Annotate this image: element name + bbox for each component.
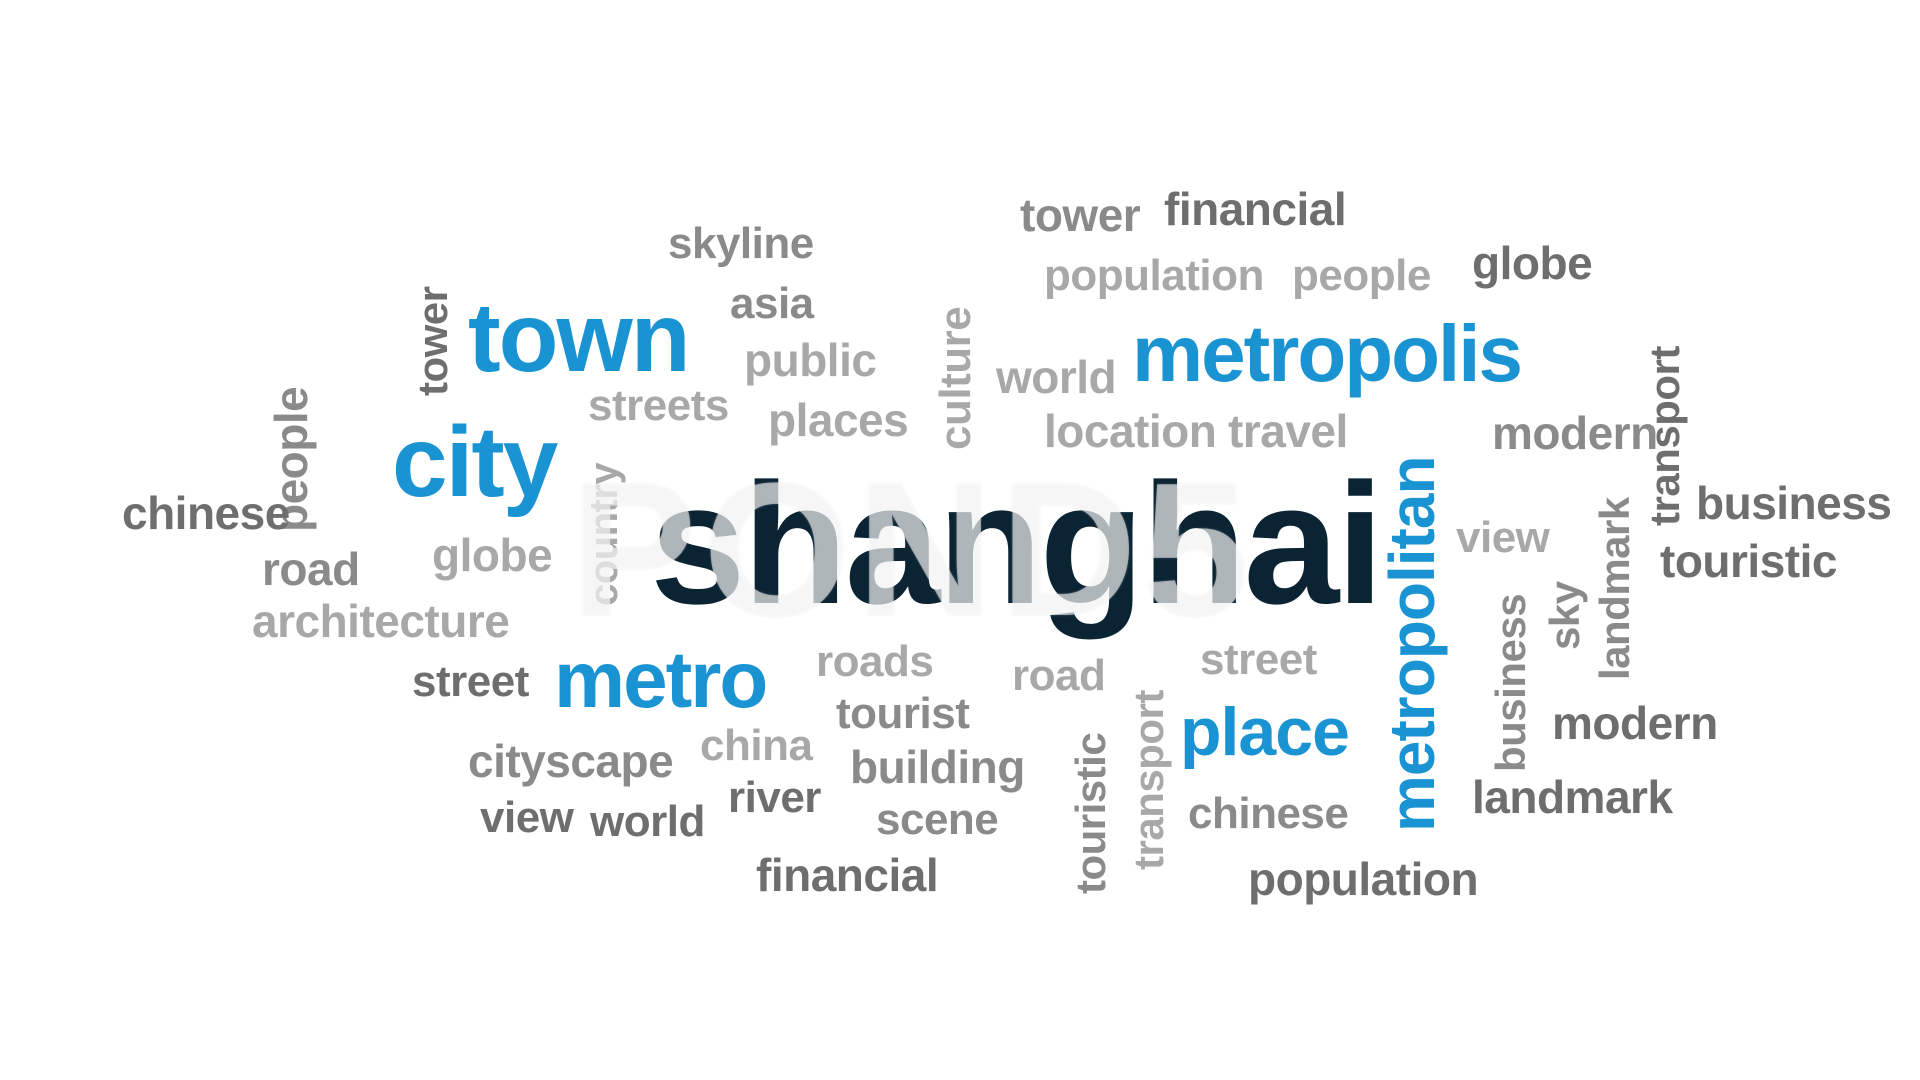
word-metropolis: metropolis [1132,309,1523,398]
word-population-top: population [1044,251,1264,300]
word-landmark-bottom: landmark [1472,771,1673,823]
word-transport-vertical-right: transport [1641,346,1688,526]
word-china: china [700,721,813,770]
word-business-vertical: business [1487,593,1534,772]
word-touristic-right: touristic [1660,535,1837,587]
word-tower-vertical: tower [409,286,456,396]
word-sky-vertical: sky [1541,581,1588,650]
word-globe-left: globe [432,529,553,581]
word-chinese-left: chinese [122,487,290,539]
word-tower-top: tower [1020,189,1141,241]
word-metropolitan-vertical: metropolitan [1376,456,1448,832]
word-view-right: view [1456,513,1550,562]
word-business-right: business [1696,477,1892,529]
word-street-left: street [412,657,529,706]
word-world-mid: world [996,351,1117,403]
word-globe-right: globe [1472,237,1593,289]
word-scene: scene [876,795,999,844]
word-roads: roads [816,637,934,686]
word-world-left: world [590,797,705,846]
word-view-left: view [480,793,574,842]
word-population-bottom: population [1248,853,1479,905]
word-place: place [1180,694,1350,770]
word-architecture: architecture [252,595,510,647]
word-culture-vertical: culture [931,306,980,450]
word-touristic-vertical: touristic [1067,732,1114,894]
word-building: building [850,741,1025,793]
word-financial-bottom: financial [756,849,939,901]
word-asia: asia [730,279,814,328]
word-shanghai: shanghai [650,448,1384,640]
word-places: places [768,394,909,446]
word-travel: travel [1228,405,1348,457]
word-road-mid: road [1012,651,1106,700]
word-people-top: people [1292,251,1431,300]
word-road-left: road [262,543,360,595]
word-tourist: tourist [836,689,970,738]
word-cityscape: cityscape [468,735,674,787]
word-transport-vertical-mid: transport [1125,690,1172,870]
word-modern-top: modern [1492,407,1658,459]
word-streets: streets [588,381,729,430]
word-street-mid: street [1200,635,1317,684]
word-town: town [468,282,691,392]
word-public: public [744,334,877,386]
word-skyline: skyline [668,219,814,268]
word-financial-top: financial [1164,183,1347,235]
word-metro: metro [554,635,768,724]
word-modern-bottom: modern [1552,697,1718,749]
word-river: river [728,773,821,822]
word-landmark-vertical: landmark [1591,497,1638,680]
word-location: location [1044,405,1217,457]
watermark: POND5 [570,444,1255,656]
word-city: city [392,406,558,518]
word-chinese-mid: chinese [1188,789,1349,838]
